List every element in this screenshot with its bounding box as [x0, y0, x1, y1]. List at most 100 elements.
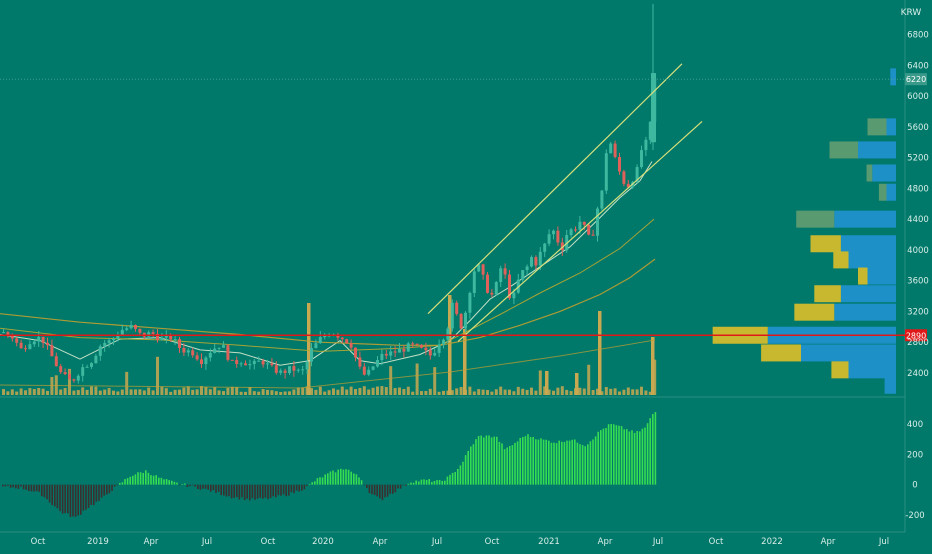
candle-body	[428, 350, 432, 356]
osc-bar	[7, 484, 9, 486]
volume-bar	[499, 386, 503, 395]
volume-bar	[415, 363, 419, 395]
osc-bar	[293, 484, 295, 494]
volume-bar	[384, 387, 388, 395]
vp-buy-bar	[848, 361, 896, 379]
osc-bar	[43, 484, 46, 498]
osc-bar	[160, 477, 163, 485]
candle-body	[521, 270, 525, 280]
volume-bar	[481, 389, 485, 395]
osc-bar	[173, 481, 176, 485]
osc-bar	[215, 484, 217, 494]
volume-bar	[191, 389, 195, 395]
osc-bar	[451, 472, 454, 485]
time-tick-label: Apr	[373, 537, 388, 547]
candle-body	[156, 333, 159, 340]
osc-bar	[4, 484, 7, 487]
osc-bar	[579, 444, 581, 485]
candle-body	[226, 345, 230, 360]
candle-body	[534, 257, 538, 266]
osc-bar	[272, 484, 274, 497]
osc-bar	[238, 484, 241, 500]
osc-bar	[652, 414, 654, 485]
price-tick-label: 6000	[907, 92, 929, 102]
osc-bar	[373, 484, 376, 496]
osc-bar	[288, 484, 290, 496]
candle-body	[169, 335, 173, 340]
osc-bar	[9, 484, 12, 488]
osc-bar	[353, 473, 355, 485]
osc-bar	[168, 480, 170, 485]
osc-bar	[423, 479, 425, 485]
candle-body	[129, 324, 133, 329]
osc-bar	[308, 484, 311, 485]
time-tick-label: 2022	[761, 537, 783, 547]
osc-bar	[379, 484, 381, 499]
candle-body	[90, 363, 93, 367]
osc-bar	[355, 474, 358, 485]
osc-bar	[82, 484, 85, 511]
volume-bar	[68, 368, 71, 395]
volume-bar	[420, 391, 423, 395]
volume-bar	[156, 356, 159, 395]
last-price-label: 6220	[906, 75, 926, 84]
osc-bar	[22, 484, 25, 490]
osc-bar	[415, 480, 417, 485]
osc-bar	[319, 477, 321, 485]
time-tick-label: Oct	[31, 537, 46, 547]
osc-bar	[262, 484, 264, 499]
osc-bar	[69, 484, 72, 517]
osc-bar	[545, 439, 547, 485]
osc-bar	[48, 484, 51, 503]
volume-bar	[32, 389, 36, 395]
candle-body	[543, 243, 547, 252]
volume-bar	[565, 389, 569, 395]
candle-body	[459, 313, 463, 329]
candle-body	[182, 347, 186, 353]
osc-bar	[467, 450, 469, 485]
volume-bar	[103, 389, 107, 395]
candle-body	[305, 361, 309, 370]
volume-bar	[169, 391, 173, 395]
candle-body	[411, 343, 415, 345]
candle-body	[94, 355, 98, 364]
candle-body	[450, 302, 454, 329]
volume-bar	[134, 389, 137, 395]
volume-bar	[10, 389, 14, 395]
time-tick-label: Jul	[201, 537, 212, 547]
osc-bar	[410, 482, 412, 485]
osc-bar	[277, 484, 280, 496]
volume-bar	[362, 386, 366, 395]
candle-body	[651, 73, 656, 143]
osc-bar	[340, 468, 342, 485]
osc-bar	[386, 484, 389, 497]
osc-bar	[438, 480, 441, 485]
osc-bar	[90, 484, 92, 505]
vp-buy-bar	[801, 344, 896, 362]
time-tick-label: Oct	[485, 537, 500, 547]
ma-line-ma_short	[0, 161, 653, 366]
volume-bar	[226, 387, 230, 395]
osc-bar	[399, 484, 402, 489]
osc-bar	[204, 484, 207, 489]
candle-body	[389, 351, 393, 356]
volume-bar	[292, 389, 296, 395]
osc-bar	[298, 484, 300, 492]
candle-body	[569, 229, 573, 236]
volume-spike	[307, 303, 311, 395]
osc-bar	[303, 484, 306, 490]
candle-body	[371, 366, 375, 370]
osc-bar	[334, 472, 337, 485]
volume-bar	[217, 390, 221, 395]
candle-body	[103, 343, 107, 347]
osc-bar	[594, 436, 597, 485]
candle-body	[323, 335, 327, 338]
candle-body	[552, 230, 555, 235]
osc-bar	[329, 471, 332, 485]
candle-body	[164, 335, 168, 338]
volume-bar	[402, 388, 406, 395]
osc-bar	[457, 468, 459, 485]
osc-bar	[314, 481, 316, 485]
osc-bar	[602, 428, 605, 485]
vp-sell-bar	[866, 164, 873, 182]
